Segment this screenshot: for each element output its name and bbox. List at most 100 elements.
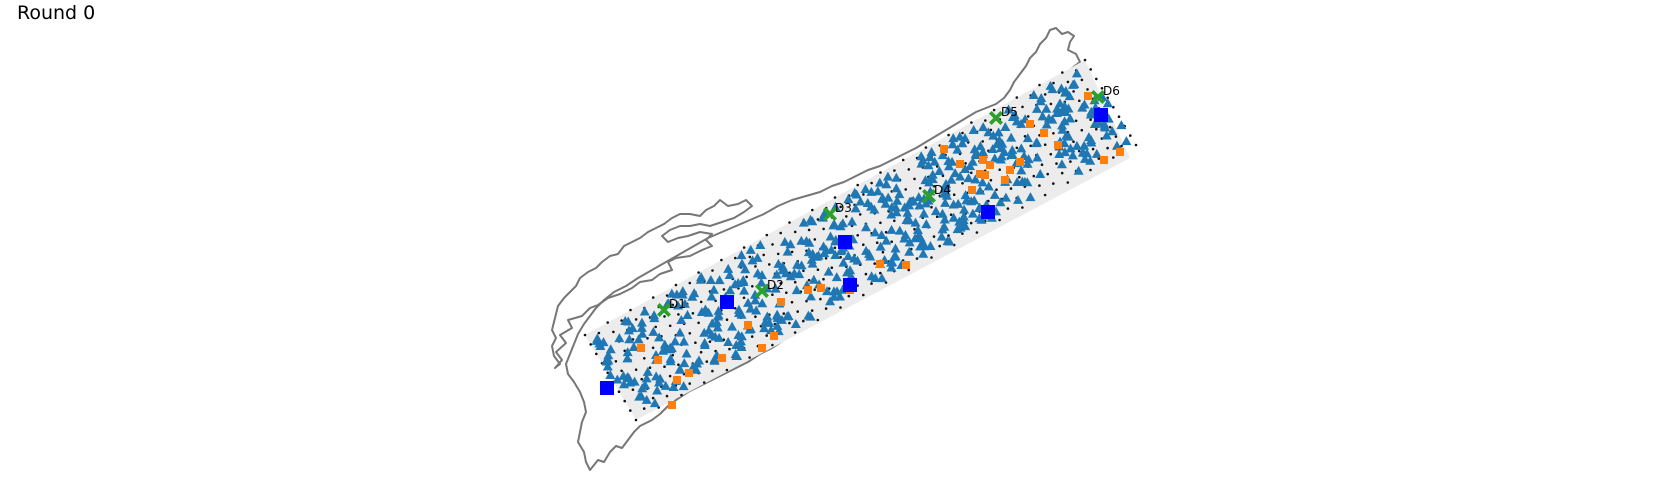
- grid-dot: [1089, 68, 1092, 71]
- triangle-marker: [887, 257, 898, 267]
- grid-dot: [1106, 96, 1109, 100]
- grid-dot: [606, 371, 609, 375]
- orange-square-marker: [902, 261, 910, 269]
- grid-dot: [708, 340, 712, 344]
- grid-dot: [856, 183, 859, 187]
- triangle-marker: [1013, 194, 1024, 204]
- triangle-marker: [1089, 119, 1100, 129]
- triangle-marker: [1037, 111, 1048, 121]
- green-x-icon: [989, 111, 1003, 125]
- grid-dot: [785, 291, 788, 295]
- triangle-marker: [781, 268, 792, 278]
- triangle-marker: [947, 156, 958, 166]
- triangle-marker: [712, 311, 723, 321]
- grid-dot: [862, 243, 865, 246]
- triangle-marker: [736, 250, 747, 260]
- triangle-marker: [822, 286, 833, 296]
- triangle-marker: [877, 192, 888, 202]
- triangle-marker: [872, 186, 883, 196]
- triangle-marker: [628, 341, 639, 351]
- depot-label: D6: [1103, 84, 1120, 98]
- grid-dot: [699, 300, 703, 304]
- triangle-marker: [1065, 113, 1076, 123]
- triangle-marker: [699, 327, 710, 337]
- triangle-marker: [777, 261, 788, 271]
- triangle-marker: [734, 308, 745, 318]
- grid-dot: [620, 319, 623, 322]
- grid-dot: [680, 393, 683, 397]
- grid-dot: [1074, 119, 1078, 123]
- grid-dot: [691, 312, 695, 315]
- triangle-marker: [1102, 98, 1113, 108]
- grid-dot: [1089, 168, 1092, 172]
- orange-square-marker: [1040, 129, 1048, 137]
- grid-dot: [1072, 140, 1075, 143]
- grid-dot: [702, 381, 706, 384]
- grid-dot: [663, 315, 666, 318]
- grid-dot: [995, 188, 998, 191]
- grid-dot: [822, 227, 825, 231]
- triangle-marker: [654, 332, 665, 342]
- grid-dot: [989, 128, 993, 132]
- grid-dot: [1061, 71, 1064, 74]
- grid-dot: [742, 296, 746, 300]
- triangle-marker: [1059, 116, 1070, 126]
- triangle-marker: [658, 345, 669, 355]
- triangle-marker: [876, 230, 887, 240]
- grid-dot: [1038, 184, 1041, 187]
- grid-dot: [970, 121, 973, 124]
- grid-dot: [802, 269, 805, 273]
- triangle-marker: [969, 195, 980, 205]
- grid-dot: [725, 368, 729, 372]
- grid-dot: [875, 241, 879, 244]
- triangle-marker: [1107, 126, 1118, 136]
- triangle-marker: [870, 227, 881, 237]
- orange-square-marker: [817, 284, 825, 292]
- triangle-marker: [843, 194, 854, 204]
- triangle-marker: [921, 219, 932, 229]
- grid-dot: [614, 360, 618, 363]
- triangle-marker: [890, 243, 901, 253]
- grid-dot: [1060, 171, 1064, 175]
- triangle-marker: [640, 380, 651, 390]
- triangle-marker: [967, 208, 978, 218]
- grid-dot: [699, 350, 703, 354]
- blue-square-marker: [720, 295, 734, 309]
- triangle-marker: [959, 204, 970, 214]
- triangle-marker: [623, 372, 634, 382]
- grid-dot: [668, 324, 672, 328]
- triangle-marker: [1064, 91, 1075, 101]
- triangle-marker: [642, 366, 653, 376]
- triangle-marker: [947, 139, 958, 149]
- triangle-marker: [1016, 165, 1027, 175]
- grid-dot: [779, 282, 782, 285]
- grid-dot: [802, 319, 805, 323]
- grid-dot: [765, 334, 768, 337]
- triangle-marker: [1052, 103, 1063, 113]
- grid-dot: [606, 321, 609, 324]
- grid-dot: [1100, 87, 1104, 90]
- triangle-marker: [939, 221, 950, 231]
- grid-dot: [862, 193, 865, 196]
- grid-dot: [688, 382, 691, 385]
- triangle-marker: [743, 297, 754, 307]
- grid-dot: [654, 325, 657, 329]
- triangle-marker: [899, 233, 910, 243]
- grid-dot: [947, 133, 950, 137]
- triangle-marker: [803, 247, 814, 257]
- triangle-marker: [627, 323, 638, 333]
- triangle-marker: [864, 248, 875, 258]
- triangle-marker: [993, 127, 1004, 137]
- triangle-marker: [636, 317, 647, 327]
- triangle-markers: [591, 68, 1132, 408]
- grid-dot: [771, 293, 774, 297]
- grid-dot: [790, 250, 794, 254]
- grid-dot: [634, 418, 638, 422]
- triangle-marker: [861, 222, 872, 232]
- grid-dot: [870, 282, 873, 285]
- triangle-marker: [918, 248, 929, 258]
- triangle-marker: [807, 258, 818, 268]
- grid-dot: [811, 208, 814, 212]
- orange-square-marker: [979, 156, 987, 164]
- coastline-outline: [551, 199, 753, 369]
